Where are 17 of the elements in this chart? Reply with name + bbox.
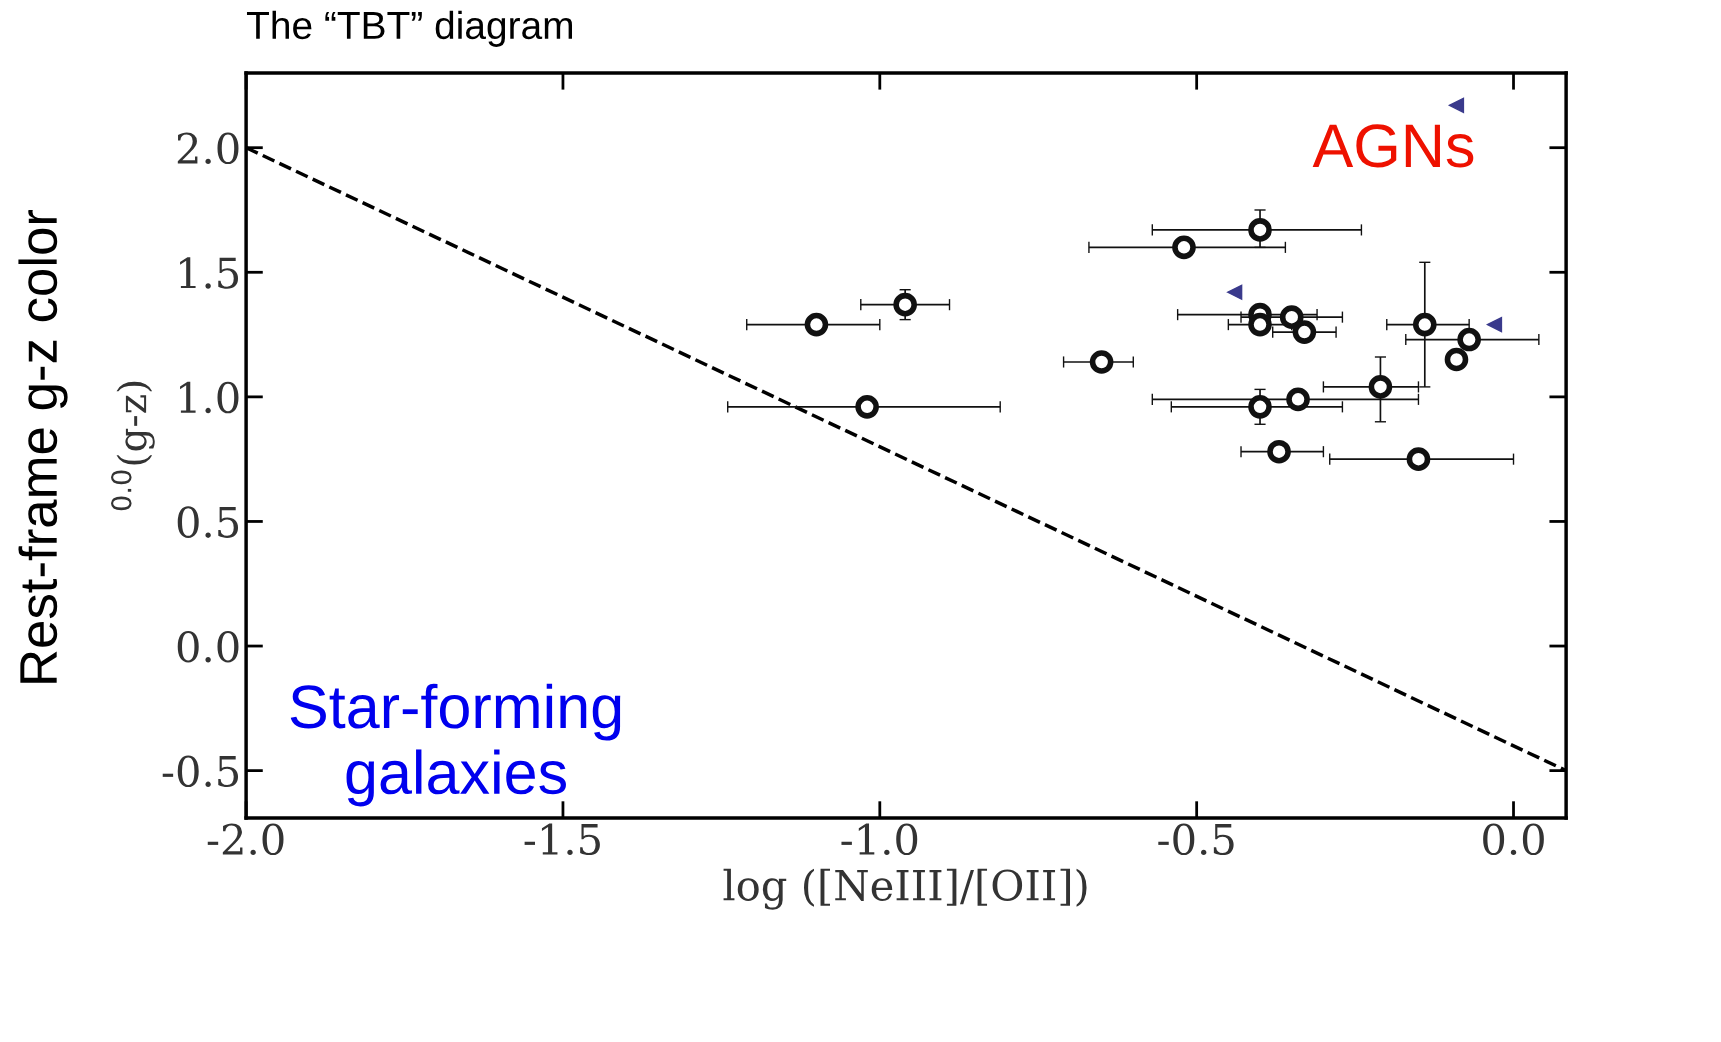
text: Rest-frame g-z color — [18, 209, 68, 683]
x-tick-label: 0.0 — [1483, 823, 1544, 856]
y-tick-label: -0.5 — [162, 755, 239, 788]
x-tick-label: -0.5 — [1158, 823, 1234, 856]
y-tick-label: 0.0 — [177, 630, 239, 663]
annotation: Star-forming galaxies — [290, 683, 621, 807]
y-axis-title: $^{0.0}$(g-z) — [111, 381, 155, 511]
annotation: AGNs — [1312, 124, 1474, 168]
chart-title: The “TBT” diagram — [246, 10, 572, 47]
x-axis-title: log ([NeIII]/[OII]) — [723, 868, 1087, 910]
y-tick-label: 1.0 — [180, 381, 239, 414]
y-tick-label: 2.0 — [177, 132, 239, 165]
y-tick-label: 0.5 — [177, 506, 239, 538]
x-tick-label: -2.0 — [207, 823, 284, 856]
y-tick-label: 1.5 — [180, 257, 239, 289]
x-tick-label: -1.0 — [841, 823, 918, 856]
x-tick-label: -1.5 — [524, 823, 600, 856]
